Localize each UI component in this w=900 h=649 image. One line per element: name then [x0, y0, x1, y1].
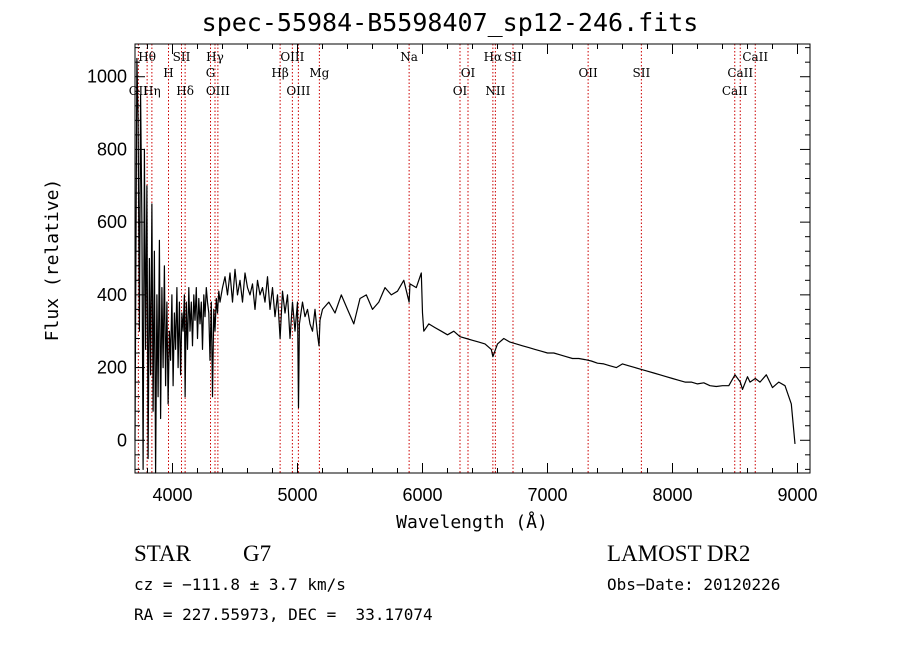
chart-title: spec-55984-B5598407_sp12-246.fits: [201, 8, 699, 37]
y-tick-label: 200: [97, 358, 127, 378]
line-label: Hγ: [206, 50, 224, 64]
line-label: SII: [173, 50, 191, 64]
line-label: G: [206, 66, 216, 80]
y-tick-label: 0: [117, 430, 127, 450]
line-label: Hη: [143, 84, 161, 98]
x-tick-label: 8000: [652, 485, 692, 505]
line-label: OII: [578, 66, 598, 80]
line-label: OIII: [206, 84, 230, 98]
obs-date: Obs−Date: 20120226: [607, 575, 781, 594]
x-axis-label: Wavelength (Å): [396, 511, 548, 533]
tick-labels: 4000 5000 6000 7000 8000 9000 0 200 400 600 800 100…: [87, 67, 818, 505]
line-label: Hβ: [271, 66, 288, 80]
line-label: SII: [633, 66, 651, 80]
line-label: OIII: [280, 50, 304, 64]
line-label: OI: [453, 84, 468, 98]
line-label: H: [163, 66, 173, 80]
cz-value: cz = −111.8 ± 3.7 km/s: [134, 575, 346, 594]
line-label: OIII: [286, 84, 310, 98]
spectrum-line: [134, 57, 796, 474]
line-label: OI: [461, 66, 476, 80]
line-label: CaII: [722, 84, 748, 98]
line-label: NII: [485, 84, 505, 98]
line-label: Hα: [484, 50, 503, 64]
x-tick-label: 9000: [777, 485, 817, 505]
line-label: SII: [504, 50, 522, 64]
line-label: OII: [129, 84, 149, 98]
axis-ticks: [135, 44, 810, 473]
coordinates: RA = 227.55973, DEC = 33.17074: [134, 605, 433, 624]
survey-name: LAMOST DR2: [607, 541, 751, 566]
y-tick-label: 600: [97, 212, 127, 232]
y-axis-label: Flux (relative): [42, 179, 63, 342]
x-tick-label: 4000: [152, 485, 192, 505]
line-label: Mg: [309, 66, 329, 80]
line-label: Na: [400, 50, 418, 64]
line-label: Hδ: [176, 84, 194, 98]
line-label: CaII: [742, 50, 768, 64]
line-label: CaII: [727, 66, 753, 80]
x-tick-label: 6000: [402, 485, 442, 505]
x-tick-label: 7000: [527, 485, 567, 505]
plot-frame: [134, 43, 811, 474]
y-tick-label: 1000: [87, 67, 127, 87]
x-tick-label: 5000: [277, 485, 317, 505]
y-tick-label: 400: [97, 285, 127, 305]
line-markers: [137, 44, 756, 473]
y-tick-label: 800: [97, 139, 127, 159]
object-subclass: G7: [243, 541, 272, 566]
line-label: Hθ: [138, 50, 156, 64]
line-labels: OIIHθHηSIIHHδHγGOIIIOIIIHβOIIIMgNaOIOIHα…: [129, 50, 769, 98]
object-class: STAR: [134, 541, 191, 566]
